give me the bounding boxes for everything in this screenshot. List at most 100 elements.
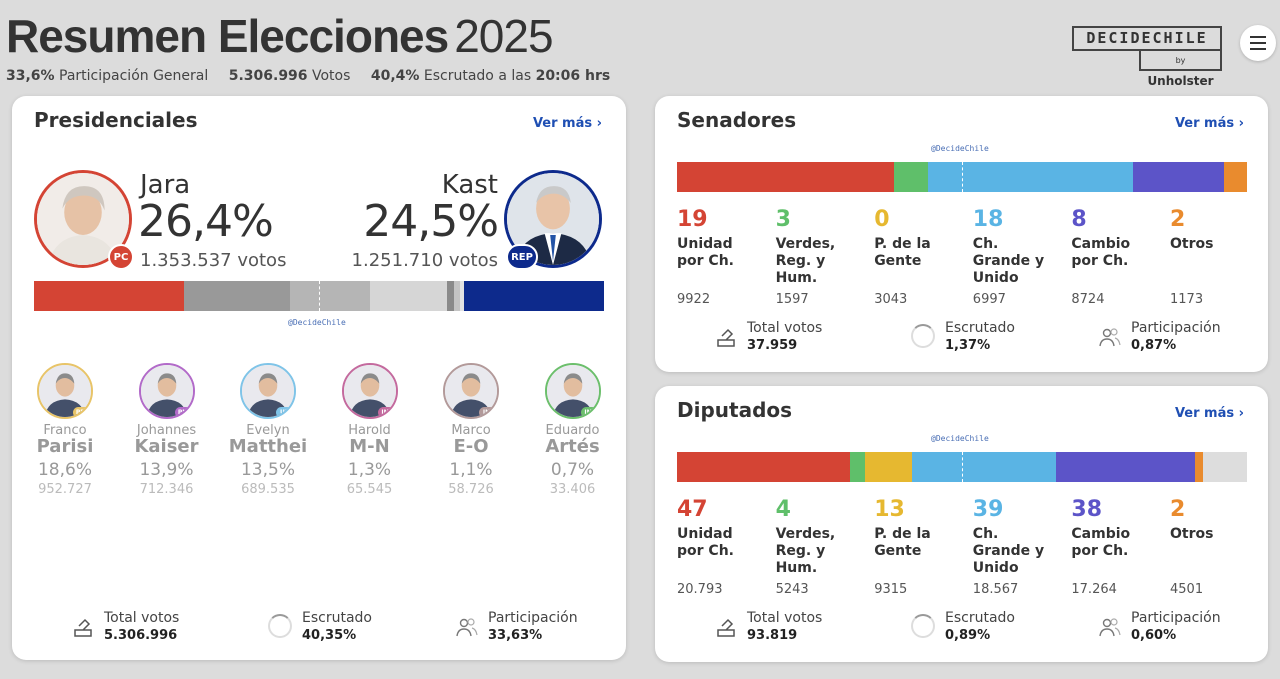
participacion-label: Participación <box>488 610 578 626</box>
hamburger-menu-button[interactable] <box>1240 25 1276 61</box>
candidate-avatar: IND <box>544 363 601 419</box>
participacion-label: Participación <box>1131 320 1221 336</box>
coalition-block[interactable]: 8 Cambio por Ch. 8724 <box>1071 207 1161 308</box>
candidate-last-name: Artés <box>545 436 600 457</box>
votes-label: Votos <box>312 68 351 84</box>
coalition-name-line: Unido <box>972 270 1019 286</box>
jara-avatar <box>34 170 132 268</box>
party-badge: UDI <box>276 407 294 417</box>
senadores-card: Senadores Ver más › @DecideChile 19 Unida… <box>655 96 1268 372</box>
coalition-name-line: Grande y <box>972 253 1045 269</box>
coalition-block[interactable]: 39 Ch. Grande y Unido 18.567 <box>972 498 1063 598</box>
coalition-votes: 1597 <box>775 292 809 307</box>
bar-segment <box>912 452 1056 482</box>
coalition-name-line: Otros <box>1170 526 1214 542</box>
diputados-ver-mas-link[interactable]: Ver más › <box>1174 406 1244 421</box>
coalition-votes: 20.793 <box>677 582 723 597</box>
party-badge: IND <box>479 407 497 417</box>
coalition-votes: 4501 <box>1170 582 1204 597</box>
logo-by: by <box>1175 56 1186 65</box>
candidate-e-o[interactable]: IND Marco E-O 1,1% 58.726 <box>431 363 511 497</box>
ballot-box-icon <box>74 618 92 637</box>
candidate-first-name: Johannes <box>136 423 197 438</box>
candidate-parisi[interactable]: PDG Franco Parisi 18,6% 952.727 <box>25 363 105 497</box>
watermark: @DecideChile <box>931 434 989 443</box>
menu-icon <box>1250 36 1266 38</box>
coalition-block[interactable]: 38 Cambio por Ch. 17.264 <box>1071 498 1161 598</box>
diputados-card: Diputados Ver más › @DecideChile 47 Unida… <box>655 386 1268 662</box>
page-header: Resumen Elecciones 2025 33,6% Participaci… <box>6 10 610 84</box>
coalition-block[interactable]: 0 P. de la Gente 3043 <box>874 208 964 308</box>
senadores-ver-mas-link[interactable]: Ver más › <box>1174 116 1244 131</box>
coalition-block[interactable]: 19 Unidad por Ch. 9922 <box>677 207 767 308</box>
coalition-name-line: Verdes, <box>775 236 836 252</box>
bar-segment <box>446 281 455 311</box>
coalition-block[interactable]: 2 Otros 4501 <box>1170 497 1260 598</box>
majority-line <box>962 452 963 482</box>
candidate-votes: 58.726 <box>448 482 494 497</box>
escrutado-label: Escrutado <box>945 610 1015 626</box>
ballot-box-icon <box>717 328 735 347</box>
coalition-block[interactable]: 4 Verdes, Reg. y Hum. 5243 <box>775 498 866 598</box>
kast-party-badge: REP <box>506 244 538 270</box>
coalition-seats: 8 <box>1071 207 1087 232</box>
candidate-percentage: 13,9% <box>139 460 194 480</box>
coalition-name-line: P. de la <box>874 236 931 252</box>
coalition-name-line: Reg. y <box>775 253 826 269</box>
coalition-votes: 18.567 <box>972 582 1019 597</box>
coalition-seats: 3 <box>775 207 791 232</box>
candidate-artés[interactable]: IND Eduardo Artés 0,7% 33.406 <box>533 363 613 497</box>
pres-total-votes: Total votos 5.306.996 <box>72 610 179 644</box>
jara-votes: 1.353.537 votos <box>140 250 287 271</box>
participacion-value: 33,63% <box>488 628 543 643</box>
coalition-block[interactable]: 13 P. de la Gente 9315 <box>874 498 964 598</box>
coalition-block[interactable]: 2 Otros 1173 <box>1170 208 1260 308</box>
coalition-name: Otros <box>1170 526 1260 543</box>
coalition-block[interactable]: 18 Ch. Grande y Unido 6997 <box>972 208 1063 308</box>
participation-label: Participación General <box>59 68 209 84</box>
kast-avatar <box>504 170 602 268</box>
bar-segment <box>369 281 447 311</box>
scrutinized-label: Escrutado a las <box>423 68 532 84</box>
coalition-block[interactable]: 3 Verdes, Reg. y Hum. 1597 <box>775 207 866 308</box>
people-icon <box>1099 328 1121 347</box>
bar-segment <box>464 281 604 311</box>
menu-icon-line <box>1250 42 1266 44</box>
decidechile-logo[interactable]: DECIDECHILE by Unholster <box>1072 26 1222 88</box>
coalition-seats: 19 <box>677 207 708 232</box>
pres-escrutado: Escrutado 40,35% <box>268 610 372 644</box>
bar-segment <box>1132 162 1225 192</box>
coalition-name-line: Hum. <box>775 560 818 576</box>
presidenciales-ver-mas-link[interactable]: Ver más › <box>532 116 602 131</box>
participacion-label: Participación <box>1131 610 1221 626</box>
coalition-name-line: Gente <box>874 253 922 269</box>
candidate-votes: 689.535 <box>241 482 295 497</box>
candidate-kaiser[interactable]: PNL Johannes Kaiser 13,9% 712.346 <box>127 363 207 497</box>
candidate-percentage: 1,1% <box>449 460 493 480</box>
bar-segment <box>34 281 185 311</box>
candidate-votes: 952.727 <box>38 482 92 497</box>
escrutado-value: 0,89% <box>945 628 991 643</box>
coalition-name-line: Unido <box>972 560 1019 576</box>
bar-segment <box>677 162 894 192</box>
coalition-name: Cambio por Ch. <box>1071 236 1161 270</box>
participacion-value: 0,60% <box>1131 628 1177 643</box>
total-label: Total votos <box>104 610 180 626</box>
coalition-name: P. de la Gente <box>874 526 964 560</box>
candidate-percentage: 1,3% <box>347 460 392 480</box>
progress-ring-icon <box>911 324 935 348</box>
candidate-last-name: Matthei <box>228 436 308 457</box>
coalition-seats: 2 <box>1170 497 1186 522</box>
jara-photo <box>37 173 129 265</box>
candidate-m-n[interactable]: IND Harold M-N 1,3% 65.545 <box>330 363 410 497</box>
coalition-name-line: Otros <box>1170 236 1214 252</box>
candidate-first-name: Harold <box>348 423 391 438</box>
majority-line <box>319 281 320 311</box>
candidate-first-name: Evelyn <box>246 423 290 438</box>
bar-segment <box>1224 162 1247 192</box>
coalition-block[interactable]: 47 Unidad por Ch. 20.793 <box>677 498 767 598</box>
candidate-percentage: 0,7% <box>550 460 595 480</box>
dip-participacion: Participación 0,60% <box>1099 610 1221 644</box>
coalition-name-line: Ch. <box>972 526 999 542</box>
candidate-matthei[interactable]: UDI Evelyn Matthei 13,5% 689.535 <box>228 363 308 497</box>
